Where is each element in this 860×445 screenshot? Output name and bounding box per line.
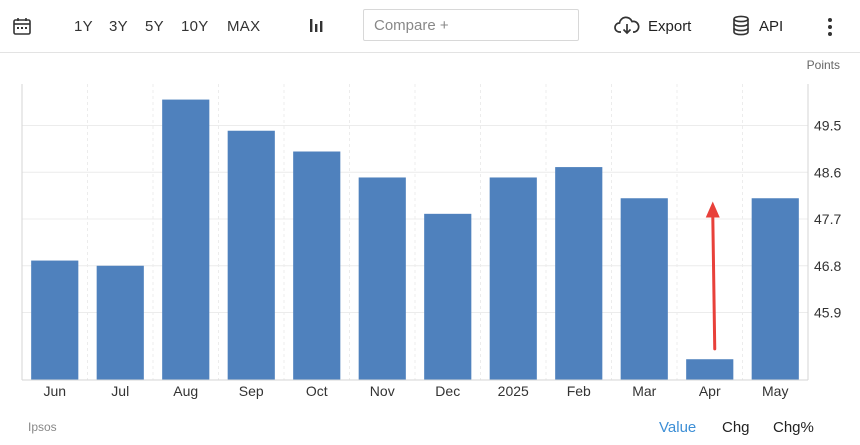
chg-toggle-button[interactable]: Chg: [722, 419, 750, 436]
x-tick-label: Sep: [239, 383, 264, 399]
chg-percent-toggle-button[interactable]: Chg%: [773, 419, 814, 436]
calendar-icon[interactable]: [12, 16, 32, 41]
api-button[interactable]: API: [759, 18, 784, 35]
x-tick-label: Nov: [370, 383, 395, 399]
bar-mar[interactable]: [620, 198, 668, 380]
compare-input[interactable]: [363, 9, 579, 41]
range-3y-button[interactable]: 3Y: [109, 18, 128, 35]
range-10y-button[interactable]: 10Y: [181, 18, 209, 35]
bar-jun[interactable]: [31, 260, 79, 380]
annotation-arrow-shaft: [711, 211, 717, 351]
y-tick-label: 49.5: [814, 118, 841, 134]
bars: [31, 99, 799, 380]
value-toggle-button[interactable]: Value: [659, 419, 697, 436]
x-tick-label: Jul: [111, 383, 129, 399]
bar-oct[interactable]: [293, 151, 341, 380]
bar-jul[interactable]: [96, 265, 144, 380]
range-1y-button[interactable]: 1Y: [74, 18, 93, 35]
y-axis-units-label: Points: [806, 58, 840, 72]
x-tick-label: 2025: [498, 383, 529, 399]
annotation-arrow-head: [705, 201, 720, 218]
range-5y-button[interactable]: 5Y: [145, 18, 164, 35]
x-tick-label: Aug: [173, 383, 198, 399]
x-tick-label: Apr: [699, 383, 721, 399]
bar-aug[interactable]: [162, 99, 210, 380]
toolbar: 1Y 3Y 5Y 10Y MAX Export API: [0, 0, 860, 53]
x-tick-label: Dec: [435, 383, 460, 399]
x-tick-label: May: [762, 383, 788, 399]
x-tick-label: Oct: [306, 383, 328, 399]
x-tick-label: Mar: [632, 383, 656, 399]
y-tick-label: 46.8: [814, 258, 841, 274]
bar-apr[interactable]: [686, 359, 734, 380]
range-max-button[interactable]: MAX: [227, 18, 261, 35]
axes: 45.9 46.8 47.7 48.6 49.5 Jun Jul Aug Sep Oct Nov De…: [21, 84, 841, 399]
x-tick-label: Feb: [567, 383, 591, 399]
bar-feb[interactable]: [555, 167, 603, 380]
bar-dec[interactable]: [424, 213, 472, 380]
x-tick-label: Jun: [43, 383, 66, 399]
bar-nov[interactable]: [358, 177, 406, 380]
database-icon[interactable]: [732, 15, 750, 42]
bar-2025[interactable]: [489, 177, 537, 380]
y-tick-label: 45.9: [814, 304, 841, 320]
y-tick-label: 48.6: [814, 164, 841, 180]
chart-type-icon[interactable]: [308, 16, 326, 39]
cloud-download-icon[interactable]: [614, 15, 640, 42]
export-button[interactable]: Export: [648, 18, 692, 35]
annotations: [705, 201, 720, 351]
y-tick-label: 47.7: [814, 211, 841, 227]
source-label: Ipsos: [28, 420, 57, 434]
more-vertical-icon[interactable]: [828, 18, 832, 39]
bar-may[interactable]: [751, 198, 799, 380]
bar-sep[interactable]: [227, 130, 275, 380]
